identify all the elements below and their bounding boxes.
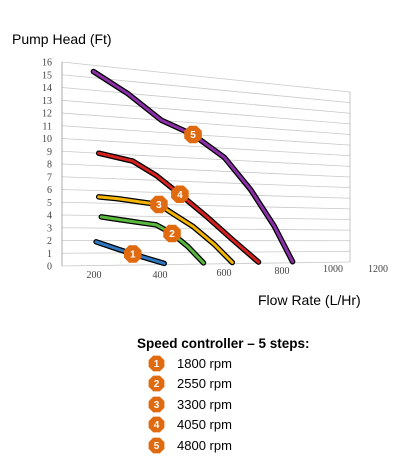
svg-text:1: 1: [154, 359, 160, 370]
svg-text:4: 4: [177, 190, 183, 201]
series-5-marker: 5: [184, 125, 202, 144]
legend-marker-icon: 4: [148, 416, 165, 433]
series-markers: 1 2 3 4 5: [124, 125, 202, 263]
legend-item: 2 2550 rpm: [148, 375, 232, 393]
y-tick-label: 9: [47, 147, 52, 158]
legend-label: 4050 rpm: [177, 417, 232, 432]
gridline: [61, 61, 351, 93]
legend-marker-icon: 2: [148, 375, 165, 392]
svg-text:2: 2: [154, 379, 160, 390]
x-tick-label: 400: [153, 270, 168, 281]
legend-label: 1800 rpm: [177, 355, 232, 371]
y-tick-label: 5: [47, 198, 52, 209]
gridline: [61, 125, 351, 146]
y-tick-label: 1: [47, 249, 52, 260]
gridline: [61, 227, 351, 231]
gridline: [61, 176, 351, 189]
gridline: [61, 99, 351, 125]
series-3-marker: 3: [148, 396, 165, 412]
y-axis-title: Pump Head (Ft): [12, 31, 112, 47]
series-2-marker: 2: [163, 224, 181, 243]
x-axis-ticks: 200 400 600 800 1000 1200: [87, 264, 389, 281]
x-tick-label: 1200: [368, 264, 388, 275]
legend-item: 4 4050 rpm: [148, 416, 232, 434]
svg-text:1: 1: [130, 250, 136, 261]
y-tick-label: 14: [42, 83, 52, 94]
series-5-line: [91, 70, 295, 264]
y-tick-label: 4: [47, 211, 52, 222]
series-4-marker: 4: [148, 416, 165, 433]
svg-text:3: 3: [156, 200, 162, 211]
grid: [61, 61, 351, 267]
svg-text:5: 5: [154, 441, 160, 452]
gridline: [61, 112, 351, 135]
gridline: [61, 201, 351, 210]
y-tick-label: 3: [47, 223, 52, 234]
gridline: [61, 250, 351, 254]
svg-text:3: 3: [154, 400, 160, 411]
legend-marker-icon: 1: [148, 355, 165, 371]
legend-marker-icon: 3: [148, 396, 165, 412]
series-lines: [90, 68, 296, 267]
series-5-marker: 5: [148, 437, 165, 453]
x-axis-title: Flow Rate (L/Hr): [258, 292, 361, 308]
legend-label: 4800 rpm: [177, 437, 232, 453]
series-1-marker: 1: [148, 355, 165, 371]
y-tick-label: 16: [42, 58, 52, 69]
y-tick-label: 13: [42, 96, 52, 107]
y-tick-label: 0: [47, 262, 52, 273]
legend-item: 3 3300 rpm: [148, 395, 232, 413]
y-tick-label: 11: [42, 121, 52, 132]
x-tick-label: 600: [217, 268, 232, 279]
legend-title: Speed controller – 5 steps:: [137, 336, 310, 351]
series-2-line: [99, 215, 205, 265]
svg-text:2: 2: [169, 229, 175, 240]
y-tick-label: 2: [47, 236, 52, 247]
y-tick-label: 10: [42, 134, 52, 145]
y-tick-label: 6: [47, 185, 52, 196]
legend-marker-icon: 5: [148, 437, 165, 453]
gridline: [61, 163, 351, 178]
series-2-marker: 2: [148, 375, 165, 392]
legend-label: 3300 rpm: [177, 396, 232, 412]
x-tick-label: 800: [275, 266, 290, 277]
x-tick-label: 200: [87, 270, 102, 281]
legend-item: 5 4800 rpm: [148, 436, 232, 454]
gridline: [61, 189, 351, 199]
legend-item: 1 1800 rpm: [148, 354, 232, 372]
y-tick-label: 12: [42, 109, 52, 120]
series-4-marker: 4: [171, 185, 189, 203]
legend-label: 2550 rpm: [177, 376, 232, 391]
y-tick-label: 7: [47, 172, 52, 183]
x-tick-label: 1000: [323, 264, 343, 275]
y-tick-label: 15: [42, 70, 52, 81]
series-3-marker: 3: [150, 195, 168, 214]
gridline: [61, 87, 351, 114]
y-tick-label: 8: [47, 160, 52, 171]
series-1-marker: 1: [124, 245, 142, 263]
svg-text:4: 4: [154, 420, 160, 431]
svg-text:5: 5: [190, 130, 196, 141]
